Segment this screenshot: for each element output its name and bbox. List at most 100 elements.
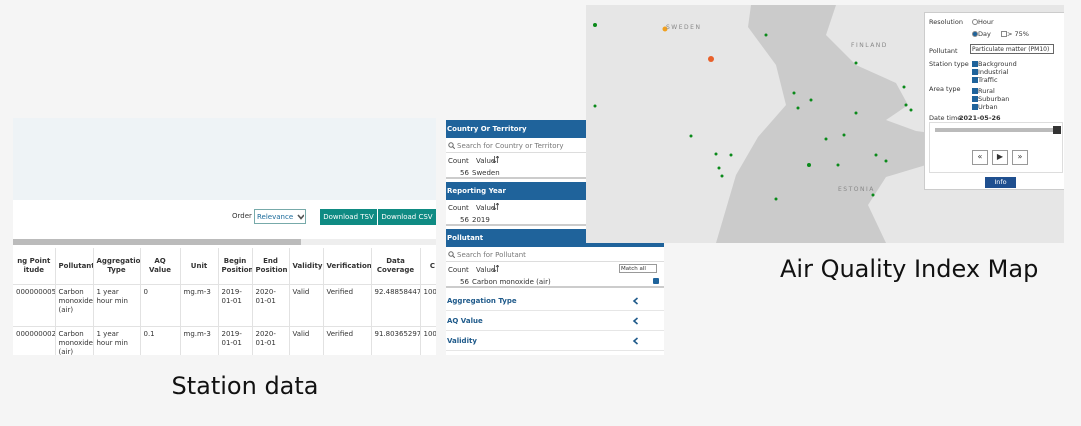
header-band: [13, 118, 436, 200]
player-box: [929, 122, 1063, 173]
checkbox[interactable]: [972, 104, 978, 110]
radio-label: Day: [978, 30, 991, 38]
player-button[interactable]: »: [1012, 150, 1028, 165]
value[interactable]: Carbon monoxide (air): [472, 278, 551, 286]
pollutant-select: Particulate matter (PM10): [970, 44, 1054, 54]
search-placeholder[interactable]: Search for Country or Territory: [457, 142, 564, 150]
collapsed-filter[interactable]: Validity: [446, 331, 664, 351]
value[interactable]: Sweden: [472, 169, 500, 177]
caption: Station data: [171, 372, 319, 400]
search-icon: [448, 142, 455, 149]
table-cell: Carbon monoxide (air): [55, 284, 94, 327]
radio[interactable]: [972, 31, 978, 37]
download-button[interactable]: Download CSV: [378, 209, 436, 225]
download-button[interactable]: Download TSV: [320, 209, 377, 225]
checkbox[interactable]: [972, 96, 978, 102]
chevron[interactable]: [632, 317, 640, 325]
radio[interactable]: [972, 19, 978, 25]
player-button[interactable]: ▶: [992, 150, 1008, 165]
checkbox[interactable]: [972, 69, 978, 75]
header-row: ng Point itudePollutantAggregation TypeA…: [13, 248, 436, 285]
value-label[interactable]: Value: [476, 157, 496, 165]
checkbox[interactable]: [972, 88, 978, 94]
count: 56: [460, 169, 469, 177]
count-header-row: Count Value Match all: [446, 262, 664, 275]
checkbox[interactable]: [972, 61, 978, 67]
table-cell: 100: [420, 326, 436, 355]
column-header: ng Point itude: [13, 248, 56, 285]
slider-track[interactable]: [935, 128, 1059, 132]
order-select[interactable]: Relevance: [254, 209, 306, 224]
column-header: C: [420, 248, 436, 285]
station-marker: [708, 56, 714, 62]
table-row: 000000005 Carbon monoxide (air) 1 year hou…: [13, 284, 436, 327]
checkbox[interactable]: [653, 278, 659, 284]
value-label[interactable]: Value: [476, 204, 496, 212]
label: Station type: [929, 60, 969, 68]
label: Resolution: [929, 18, 963, 26]
sort-icon[interactable]: [493, 203, 499, 210]
column-header: Validity: [289, 248, 324, 285]
count-label: Count: [448, 157, 469, 165]
sort-icon[interactable]: [493, 265, 499, 272]
checkbox-label: Urban: [978, 103, 998, 111]
slider-thumb[interactable]: [1053, 126, 1061, 134]
collapsed-filter[interactable]: AQ Value: [446, 311, 664, 331]
value-label[interactable]: Value: [476, 266, 496, 274]
chevron[interactable]: [632, 337, 640, 345]
map: SWEDEN FINLAND ESTONIA Resolution Hour Day > 7…: [586, 5, 1064, 243]
checkbox[interactable]: [1001, 31, 1007, 37]
place-label: ESTONIA: [838, 186, 875, 193]
date-value: 2021-05-26: [959, 114, 1001, 122]
table-cell: 2019-01-01: [218, 326, 253, 355]
info-button[interactable]: Info: [985, 177, 1016, 188]
column-header: Pollutant: [55, 248, 94, 285]
column-header: Unit: [180, 248, 219, 285]
table-cell: mg.m-3: [180, 284, 219, 327]
checkbox[interactable]: [972, 77, 978, 83]
checkbox-label: > 75%: [1007, 30, 1029, 38]
label: Area type: [929, 85, 961, 93]
table-cell: 2020-01-01: [252, 326, 290, 355]
chevron[interactable]: [297, 213, 304, 221]
search-icon: [448, 251, 455, 258]
checkbox-label: Background: [978, 60, 1017, 68]
value[interactable]: 2019: [472, 216, 490, 224]
sort-icon[interactable]: [493, 156, 499, 163]
checkbox-label: Industrial: [978, 68, 1009, 76]
search-placeholder[interactable]: Search for Pollutant: [457, 251, 526, 259]
order-label: Order: [232, 212, 252, 220]
chevron[interactable]: [632, 297, 640, 305]
table-cell: Valid: [289, 284, 324, 327]
checkbox-label: Rural: [978, 87, 995, 95]
table-cell: 92.48858447: [371, 284, 421, 327]
stations: [593, 23, 913, 201]
table-row: 000000002 Carbon monoxide (air) 1 year hou…: [13, 326, 436, 355]
search-row: Search for Country or Territory: [446, 138, 664, 153]
collapsed-filter[interactable]: Aggregation Type: [446, 291, 664, 311]
table-cell: mg.m-3: [180, 326, 219, 355]
map-base: [593, 5, 1008, 243]
scrollbar-thumb[interactable]: [13, 239, 301, 245]
column-header: Verification: [323, 248, 372, 285]
table-cell: Verified: [323, 284, 372, 327]
match-select[interactable]: Match all: [619, 264, 657, 273]
value-row: 56 Carbon monoxide (air): [446, 275, 664, 288]
table-cell: 1 year hour min: [93, 284, 141, 327]
player-button[interactable]: «: [972, 150, 988, 165]
radio-label: Hour: [978, 18, 994, 26]
label: Date time:: [929, 114, 964, 122]
table-cell: Carbon monoxide (air): [55, 326, 94, 355]
count: 56: [460, 216, 469, 224]
table-cell: 000000005: [13, 284, 56, 327]
column-header: End Position: [252, 248, 290, 285]
checkbox-label: Suburban: [978, 95, 1010, 103]
table-cell: 0: [140, 284, 181, 327]
column-header: Begin Position: [218, 248, 253, 285]
table-cell: 100: [420, 284, 436, 327]
table-cell: Valid: [289, 326, 324, 355]
control-panel: Resolution Hour Day > 75% Pollutant Particula…: [924, 12, 1064, 190]
column-header: Aggregation Type: [93, 248, 141, 285]
